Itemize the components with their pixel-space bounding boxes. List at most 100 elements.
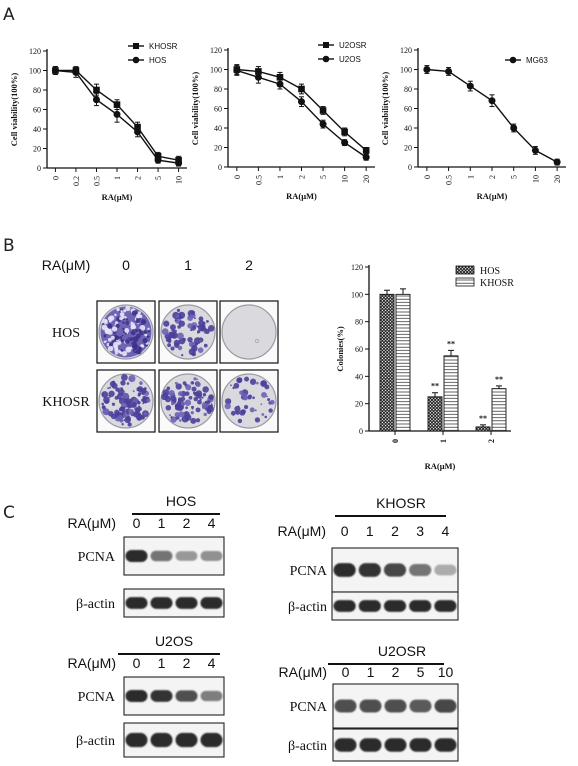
colony bbox=[268, 408, 273, 413]
x-tick-label: 0 bbox=[391, 439, 400, 443]
x-tick-label: 20 bbox=[362, 175, 371, 183]
y-tick-label: 0 bbox=[218, 163, 222, 172]
legend-marker bbox=[322, 55, 330, 63]
colony bbox=[128, 408, 134, 415]
colony bbox=[180, 401, 186, 406]
colony bbox=[142, 338, 148, 344]
colony bbox=[199, 398, 202, 401]
colony bbox=[261, 391, 267, 398]
colony bbox=[261, 380, 267, 386]
colony bbox=[254, 417, 261, 423]
colony bbox=[195, 418, 201, 423]
colony bbox=[146, 398, 151, 403]
colony bbox=[117, 415, 124, 421]
blot-title: KHOSR bbox=[376, 495, 426, 511]
colony bbox=[197, 347, 204, 353]
colony bbox=[185, 384, 192, 391]
colony bbox=[188, 395, 193, 400]
colony bbox=[161, 328, 169, 336]
y-tick-label: 100 bbox=[400, 66, 412, 75]
y-tick-label: 120 bbox=[400, 46, 412, 55]
data-point-mg63 bbox=[488, 97, 496, 105]
colony bbox=[136, 349, 142, 355]
x-tick-label: 1 bbox=[439, 439, 448, 443]
colony bbox=[184, 399, 192, 406]
colony bbox=[239, 390, 244, 395]
blot-strip-actin bbox=[123, 588, 225, 618]
colony bbox=[122, 392, 129, 399]
colony bbox=[230, 410, 236, 416]
x-tick-label: 0.2 bbox=[72, 176, 81, 186]
western-blot-u2osr: U2OSR RA(μM) 0 1 2 5 10 PCNA β-actin bbox=[278, 643, 459, 762]
blot-strip-actin bbox=[331, 591, 459, 621]
bar-hos bbox=[427, 396, 443, 432]
blot-row-label: PCNA bbox=[78, 550, 116, 565]
blot-dose-label: 1 bbox=[158, 655, 166, 671]
colony bbox=[128, 375, 136, 383]
colony bbox=[147, 330, 151, 333]
data-point-u2os bbox=[276, 80, 284, 88]
panel-label-c: C bbox=[3, 503, 15, 523]
colony-plate bbox=[158, 300, 218, 364]
colony bbox=[103, 408, 110, 416]
colony-bar-chart: 0 20 40 60 80 100 120 0 1 2 ** ** ** ** RA(μM) Colonies… bbox=[335, 263, 514, 471]
x-tick-label: 2 bbox=[487, 439, 496, 443]
blot-band bbox=[150, 550, 173, 562]
colony bbox=[140, 319, 147, 325]
x-tick-label: 10 bbox=[341, 175, 350, 183]
data-point-hos bbox=[51, 67, 59, 74]
data-point-khosr bbox=[154, 153, 162, 160]
x-axis-title: RA(μM) bbox=[102, 192, 133, 202]
blot-strip-pcna bbox=[332, 683, 459, 729]
blot-dose-label: 1 bbox=[367, 664, 375, 680]
blot-band bbox=[409, 563, 432, 577]
colony bbox=[247, 394, 252, 400]
y-tick-label: 120 bbox=[351, 263, 363, 272]
blot-band bbox=[125, 690, 148, 702]
y-tick-label: 60 bbox=[214, 105, 222, 114]
y-axis-title: Cell viability(100%) bbox=[380, 72, 390, 146]
colony bbox=[107, 337, 112, 342]
blot-ra-label: RA(μM) bbox=[67, 515, 116, 531]
colony bbox=[167, 339, 172, 343]
data-point-u2osr bbox=[298, 85, 305, 93]
colony bbox=[124, 416, 131, 424]
colony bbox=[176, 308, 181, 312]
colony bbox=[198, 316, 204, 322]
dish-mark bbox=[255, 339, 259, 343]
significance-mark: ** bbox=[479, 414, 487, 423]
colony bbox=[101, 391, 109, 398]
x-tick-label: 0 bbox=[423, 175, 432, 179]
data-point-hos bbox=[154, 156, 162, 164]
colony bbox=[249, 378, 257, 385]
colony bbox=[141, 398, 145, 402]
colony bbox=[167, 343, 172, 348]
blot-band bbox=[175, 551, 198, 561]
blot-band bbox=[359, 699, 382, 713]
colony bbox=[241, 409, 246, 415]
x-axis-title: RA(μM) bbox=[286, 191, 317, 201]
colony bbox=[177, 345, 183, 351]
colony bbox=[144, 333, 148, 337]
y-tick-label: 60 bbox=[404, 105, 412, 114]
x-tick-label: 2 bbox=[298, 175, 307, 179]
viability-chart-u2os-u2osr: 0 20 40 60 80 100 120 0 0.5 1 2 5 10 20 RA(μM) Cell via… bbox=[190, 41, 375, 201]
y-tick-label: 60 bbox=[33, 106, 41, 115]
colony bbox=[191, 405, 194, 409]
colony bbox=[123, 309, 127, 313]
blot-band bbox=[383, 563, 407, 577]
colony bbox=[101, 405, 106, 410]
colony bbox=[120, 338, 124, 342]
y-tick-label: 0 bbox=[408, 163, 412, 172]
colony bbox=[177, 397, 182, 401]
blot-band bbox=[434, 600, 457, 612]
colony-plate bbox=[96, 369, 156, 433]
colony-dose-label: 0 bbox=[122, 257, 130, 273]
colony bbox=[179, 419, 182, 422]
significance-mark: ** bbox=[447, 339, 455, 348]
colony bbox=[197, 330, 201, 334]
data-point-mg63 bbox=[466, 82, 474, 90]
colony bbox=[243, 404, 249, 410]
blot-strip-actin bbox=[123, 722, 225, 758]
colony bbox=[131, 402, 137, 408]
